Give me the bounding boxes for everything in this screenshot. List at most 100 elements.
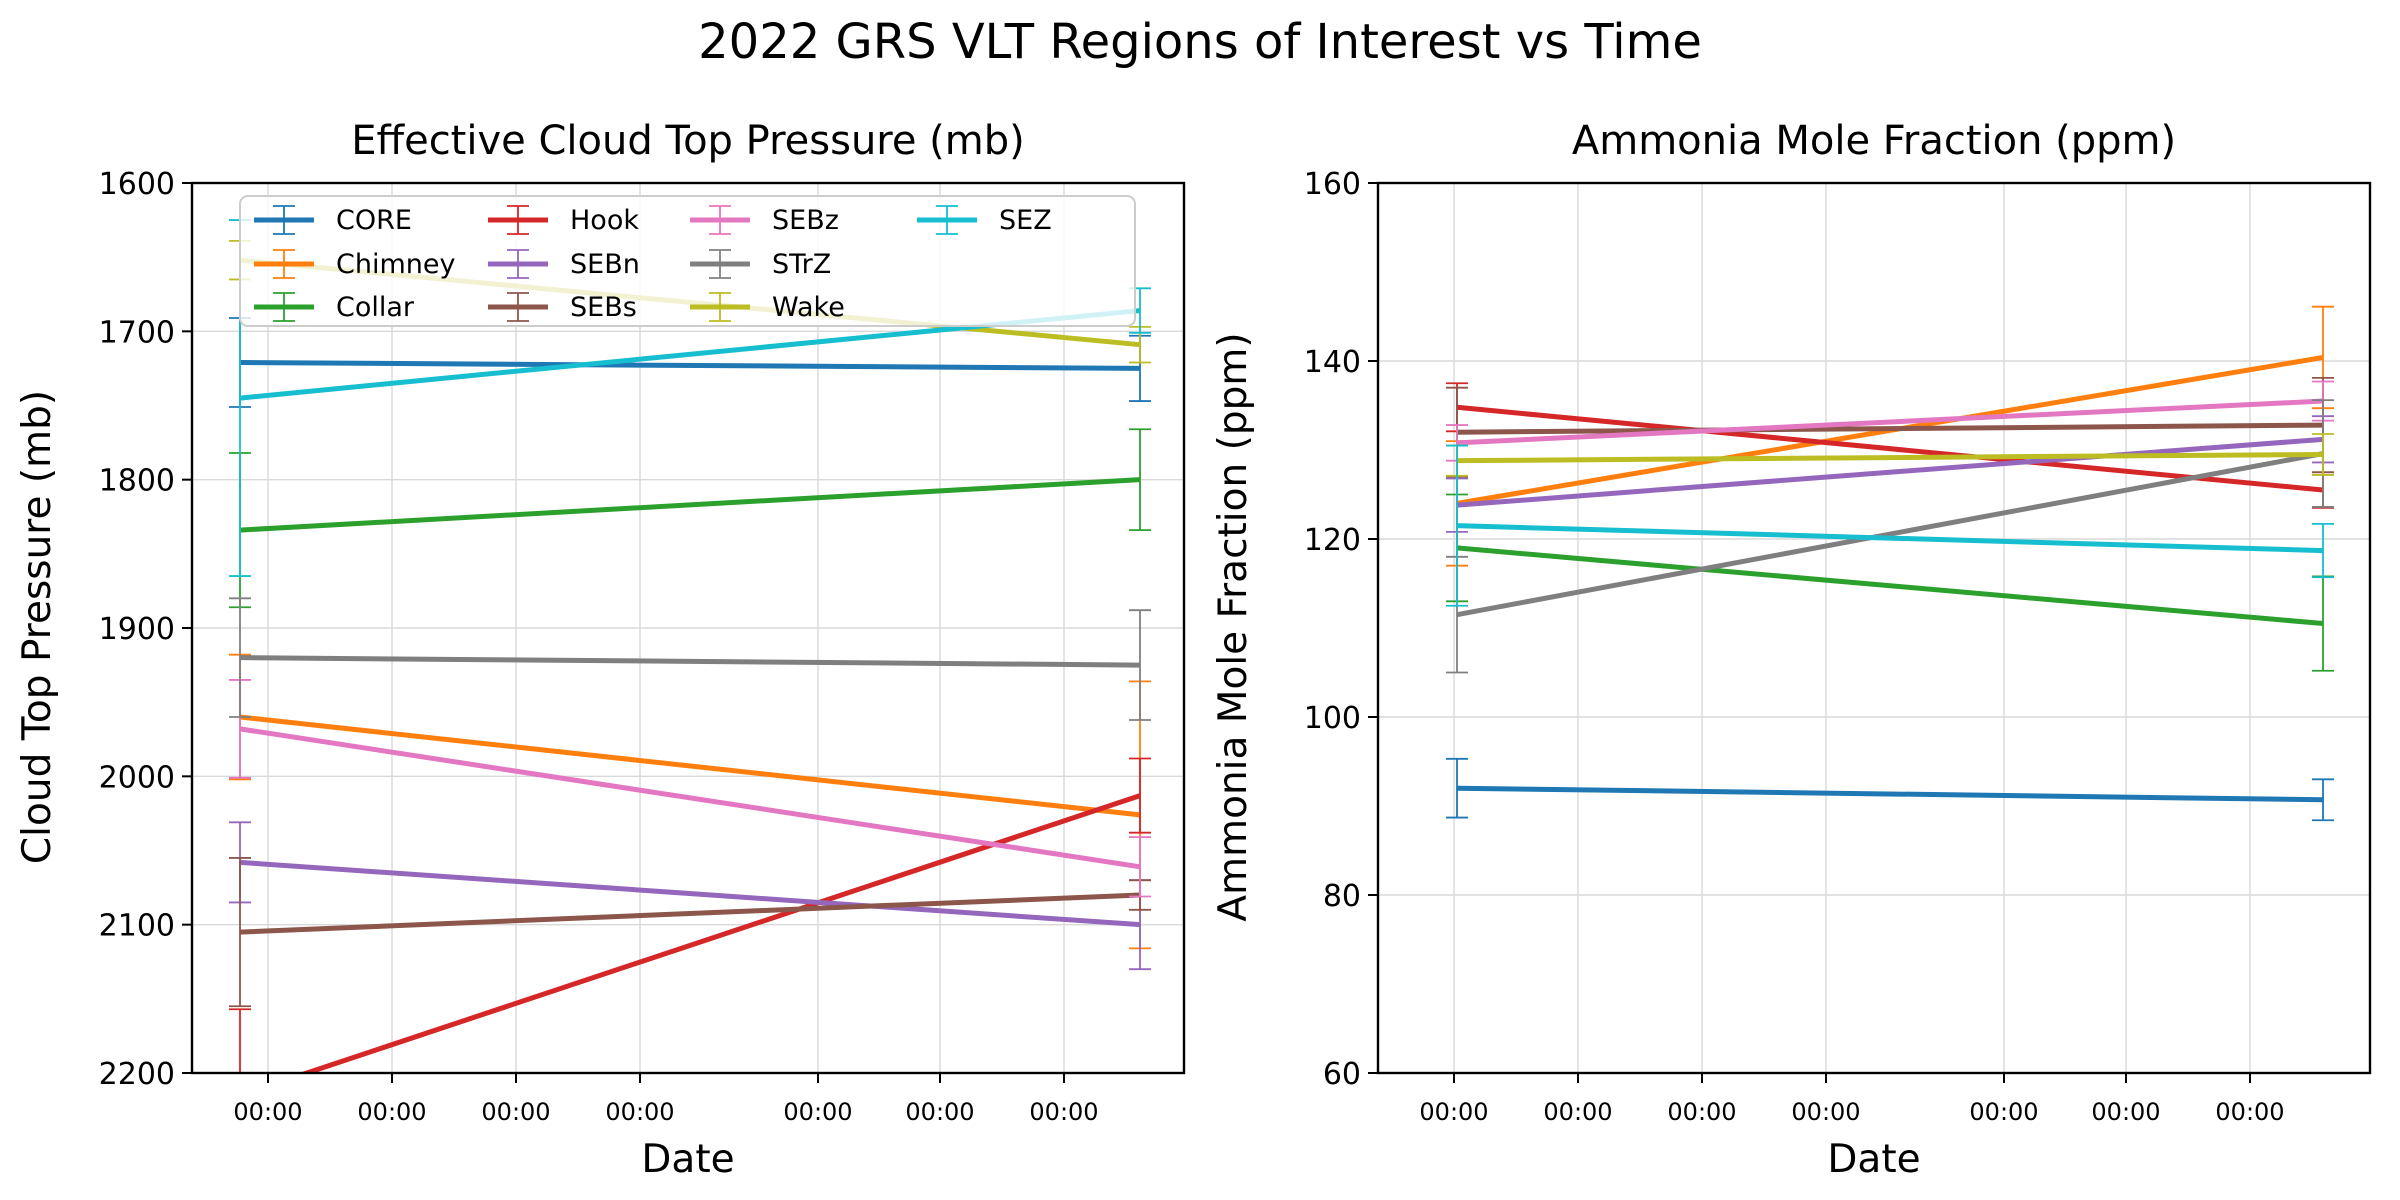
y-tick-label: 160	[1304, 167, 1361, 202]
legend-handle	[690, 249, 750, 279]
figure-suptitle: 2022 GRS VLT Regions of Interest vs Time	[698, 14, 1702, 70]
chart-title: Effective Cloud Top Pressure (mb)	[351, 118, 1025, 164]
series-line	[1456, 451, 2324, 464]
error-bar	[1129, 609, 1151, 721]
x-axis-label: Date	[641, 1137, 734, 1182]
y-tick-label: 2000	[99, 760, 175, 795]
x-tick-label: 00:00	[357, 1098, 426, 1126]
series-line	[239, 726, 1141, 870]
series-line	[1456, 785, 2324, 803]
error-bar	[2312, 522, 2334, 579]
series-line	[239, 859, 1141, 928]
y-tick-label: 120	[1304, 523, 1361, 558]
series-sebz	[229, 679, 1151, 898]
legend-handle	[488, 292, 548, 322]
axes: 60 80 100 120 140 160 00:00 00:00 00:00 00:00 00:0…	[1304, 167, 2372, 1126]
series-strz	[229, 597, 1151, 721]
y-tick-label: 1600	[99, 167, 175, 202]
cloud-top-pressure-chart: Effective Cloud Top Pressure (mb) Date C…	[15, 118, 1186, 1182]
y-tick-label: 2100	[99, 909, 175, 944]
legend-handle	[488, 205, 548, 235]
series-collar	[229, 428, 1151, 609]
legend-item-sebs: SEBs	[488, 292, 637, 323]
error-bar	[2312, 433, 2334, 476]
legend-item-chimney: Chimney	[254, 249, 455, 280]
y-tick-label: 2200	[99, 1057, 175, 1092]
x-tick-label: 00:00	[905, 1098, 974, 1126]
error-bar	[2312, 778, 2334, 822]
error-bar	[229, 857, 251, 1008]
chart-title: Ammonia Mole Fraction (ppm)	[1572, 118, 2176, 164]
series-line	[1456, 451, 2324, 618]
series-wake	[1446, 433, 2334, 477]
x-tick-label: 00:00	[783, 1098, 852, 1126]
y-tick-label: 80	[1323, 879, 1361, 914]
ammonia-mole-fraction-chart: Ammonia Mole Fraction (ppm) Date Ammonia…	[1211, 118, 2372, 1182]
legend-handle	[254, 205, 314, 235]
legend: CORE Chimney Collar Hook SEBn SEBs SEBz STrZ Wak…	[239, 195, 1136, 327]
legend-label: SEBz	[772, 205, 839, 236]
x-tick-label: 00:00	[605, 1098, 674, 1126]
legend-item-sebn: SEBn	[488, 249, 640, 280]
axes-frame	[1376, 181, 2372, 1075]
x-axis-label: Date	[1827, 1137, 1920, 1182]
y-axis-label: Ammonia Mole Fraction (ppm)	[1211, 332, 1256, 921]
legend-label: STrZ	[772, 249, 831, 280]
legend-label: CORE	[336, 205, 412, 236]
legend-item-wake: Wake	[690, 292, 845, 323]
error-bar	[1446, 757, 1468, 819]
series-line	[1456, 523, 2324, 554]
error-bar	[1446, 444, 1468, 607]
legend-handle	[254, 249, 314, 279]
legend-item-core: CORE	[254, 205, 412, 236]
legend-handle	[690, 205, 750, 235]
axes: 1600 1700 1800 1900 2000 2100 2200 00:00 00:00 00…	[99, 167, 1186, 1126]
series-collar	[1446, 493, 2334, 672]
plot-area	[229, 219, 1151, 1073]
y-axis-label: Cloud Top Pressure (mb)	[15, 390, 60, 864]
series-line	[239, 892, 1141, 935]
series-line	[239, 655, 1141, 668]
legend-handle	[488, 249, 548, 279]
legend-label: Wake	[772, 292, 845, 323]
legend-label: Hook	[570, 205, 639, 236]
legend-handle	[690, 292, 750, 322]
legend-label: SEBn	[570, 249, 640, 280]
y-tick-label: 60	[1323, 1057, 1361, 1092]
series-chimney	[229, 653, 1151, 950]
series-line	[1456, 398, 2324, 446]
legend-box	[239, 195, 1136, 327]
series-line	[239, 477, 1141, 533]
x-tick-label: 00:00	[1791, 1098, 1860, 1126]
legend-handle	[254, 292, 314, 322]
legend-label: SEBs	[570, 292, 637, 323]
x-tick-label: 00:00	[1419, 1098, 1488, 1126]
error-bar	[1129, 428, 1151, 531]
error-bar	[1129, 836, 1151, 898]
legend-item-collar: Collar	[254, 292, 415, 323]
series-line	[1456, 404, 2324, 493]
error-bar	[1129, 757, 1151, 834]
legend-item-strz: STrZ	[690, 249, 831, 280]
series-sez	[1446, 444, 2334, 607]
x-tick-label: 00:00	[1667, 1098, 1736, 1126]
series-line	[239, 359, 1141, 371]
series-line	[239, 714, 1141, 818]
grid-lines	[1378, 182, 2370, 1074]
y-tick-label: 100	[1304, 701, 1361, 736]
series-core	[1446, 757, 2334, 822]
legend-item-sez: SEZ	[917, 205, 1052, 236]
error-bar	[229, 1008, 251, 1073]
legend-label: Collar	[336, 292, 415, 323]
series-sebs	[229, 857, 1151, 1008]
legend-item-sebz: SEBz	[690, 205, 839, 236]
x-tick-label: 00:00	[1029, 1098, 1098, 1126]
x-tick-label: 00:00	[233, 1098, 302, 1126]
y-tick-label: 1900	[99, 612, 175, 647]
series-line	[1456, 436, 2324, 508]
series-line	[298, 793, 1141, 1073]
x-tick-label: 00:00	[481, 1098, 550, 1126]
series-hook	[1446, 382, 2334, 509]
